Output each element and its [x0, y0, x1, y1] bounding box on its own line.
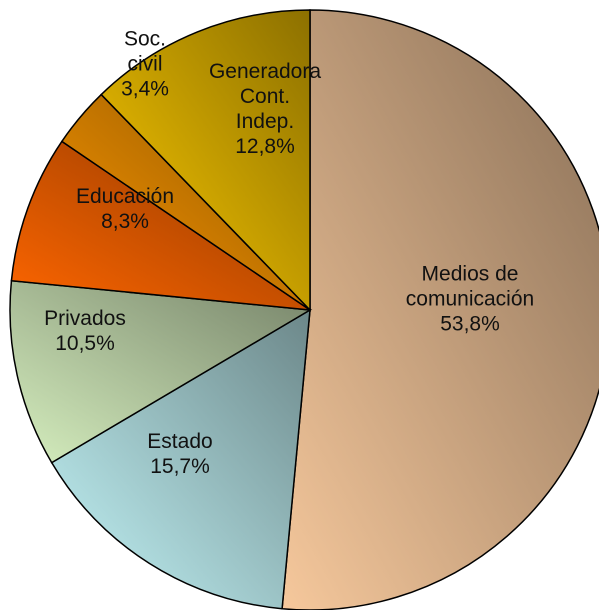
slice-label: Generadora [209, 60, 321, 83]
slice-value-label: 10,5% [55, 332, 115, 355]
slice-value-label: 53,8% [440, 313, 500, 336]
pie-slice [10, 140, 311, 311]
pie-slice [50, 308, 311, 610]
slice-value-label: 15,7% [150, 455, 210, 478]
slice-label: civil [128, 53, 163, 76]
slice-value-label: 12,8% [235, 135, 295, 158]
pie-slice [9, 279, 313, 464]
slice-label: Medios de [422, 263, 519, 286]
pie-slice [281, 9, 599, 610]
slice-label: Estado [147, 430, 212, 453]
pie-slice [100, 9, 311, 312]
slice-value-label: 3,4% [121, 78, 169, 101]
slice-label: Indep. [236, 110, 294, 133]
slice-value-label: 8,3% [101, 210, 149, 233]
slice-label: Privados [44, 307, 126, 330]
slice-label: comunicación [406, 288, 534, 311]
slice-label: Educación [76, 185, 174, 208]
slice-label: Soc. [124, 28, 166, 51]
slice-label: Cont. [240, 85, 290, 108]
